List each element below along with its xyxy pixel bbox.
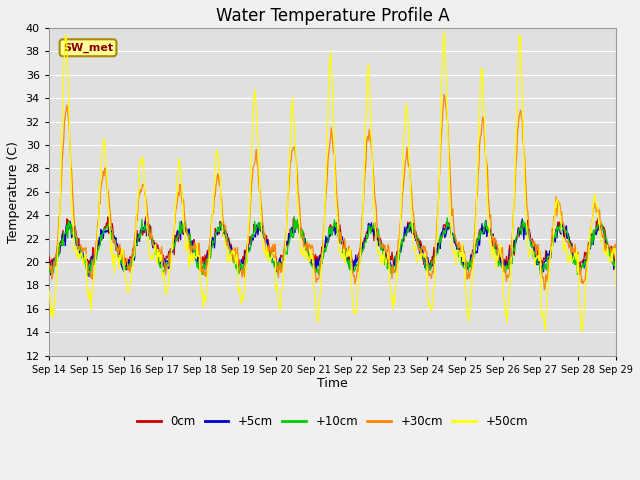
Y-axis label: Temperature (C): Temperature (C) bbox=[7, 141, 20, 243]
Text: SW_met: SW_met bbox=[63, 43, 113, 53]
Legend: 0cm, +5cm, +10cm, +30cm, +50cm: 0cm, +5cm, +10cm, +30cm, +50cm bbox=[132, 411, 532, 433]
X-axis label: Time: Time bbox=[317, 377, 348, 390]
Title: Water Temperature Profile A: Water Temperature Profile A bbox=[216, 7, 449, 25]
